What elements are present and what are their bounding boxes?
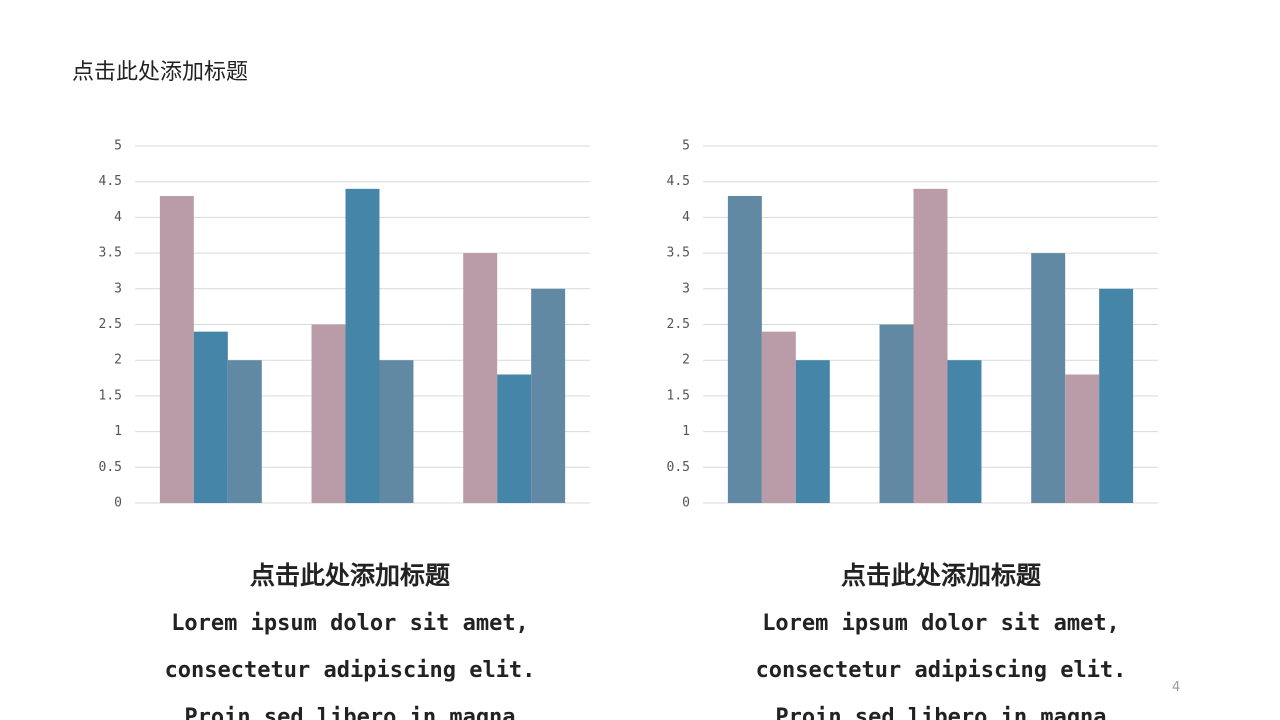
bar (913, 188, 948, 503)
y-tick-label: 2.5 (99, 317, 122, 332)
y-tick-label: 2.5 (667, 317, 690, 332)
caption-line: Lorem ipsum dolor sit amet, (171, 611, 529, 636)
caption-title: 点击此处添加标题 (840, 561, 1041, 590)
caption-line: Proin sed libero in magna (184, 705, 516, 720)
bar (531, 288, 566, 503)
y-tick-label: 3 (114, 281, 122, 296)
bar (159, 195, 194, 504)
bar (497, 374, 532, 503)
bar (947, 360, 982, 503)
y-tick-label: 2 (682, 353, 690, 368)
bar (727, 195, 762, 504)
y-tick-label: 4 (682, 210, 690, 225)
y-tick-label: 1.5 (99, 388, 122, 403)
bar (379, 360, 414, 503)
y-tick-label: 1.5 (667, 388, 690, 403)
y-tick-label: 2 (114, 353, 122, 368)
y-tick-label: 5 (682, 139, 690, 154)
bar (879, 324, 914, 503)
y-tick-label: 4.5 (99, 174, 122, 189)
y-tick-label: 0.5 (667, 460, 690, 475)
bar (463, 253, 498, 503)
slide-title: 点击此处添加标题 (72, 60, 249, 85)
caption-line: consectetur adipiscing elit. (164, 658, 536, 683)
caption-line: Proin sed libero in magna (775, 705, 1107, 720)
bar (1065, 374, 1100, 503)
y-tick-label: 0 (114, 496, 122, 511)
y-tick-label: 0.5 (99, 460, 122, 475)
caption-title: 点击此处添加标题 (249, 561, 450, 590)
y-tick-label: 1 (682, 424, 690, 439)
y-tick-label: 4.5 (667, 174, 690, 189)
bar (761, 331, 796, 503)
bar (1031, 253, 1066, 503)
bar (795, 360, 830, 503)
y-tick-label: 3.5 (667, 246, 690, 261)
y-tick-label: 1 (114, 424, 122, 439)
bar (227, 360, 262, 503)
y-tick-label: 3.5 (99, 246, 122, 261)
bar (311, 324, 346, 503)
caption-line: consectetur adipiscing elit. (755, 658, 1127, 683)
y-tick-label: 5 (114, 139, 122, 154)
bar (193, 331, 228, 503)
caption: 点击此处添加标题 Lorem ipsum dolor sit amet, con… (661, 552, 1221, 720)
y-tick-label: 4 (114, 210, 122, 225)
caption-line: Lorem ipsum dolor sit amet, (762, 611, 1120, 636)
caption: 点击此处添加标题 Lorem ipsum dolor sit amet, con… (70, 552, 630, 720)
page-number: 4 (1172, 680, 1181, 695)
bar (1099, 288, 1134, 503)
bar (345, 188, 380, 503)
y-tick-label: 0 (682, 496, 690, 511)
y-tick-label: 3 (682, 281, 690, 296)
